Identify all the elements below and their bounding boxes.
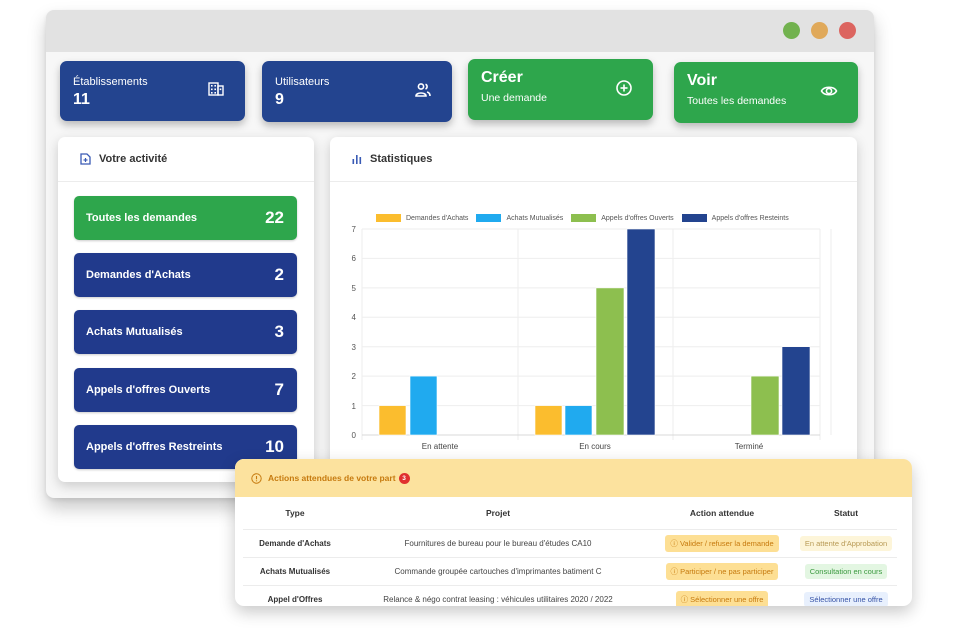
cell-statut: Sélectionner une offre xyxy=(795,584,897,606)
activity-item-toutes[interactable]: Toutes les demandes 22 xyxy=(74,196,297,240)
creer-demande-button[interactable]: Créer Une demande xyxy=(468,59,653,120)
creer-title: Créer xyxy=(481,69,523,86)
building-icon xyxy=(208,82,224,96)
plus-circle-icon xyxy=(616,80,632,96)
status-badge: Consultation en cours xyxy=(804,563,888,579)
status-badge: En attente d'Approbation xyxy=(799,535,893,551)
col-header-projet: Projet xyxy=(485,507,511,518)
utilisateurs-value: 9 xyxy=(275,91,284,108)
legend-item[interactable]: Achats Mutualisés xyxy=(476,214,563,222)
cell-projet[interactable]: Relance & négo contrat leasing : véhicul… xyxy=(347,584,649,606)
actions-title: Actions attendues de votre part xyxy=(268,473,396,483)
status-badge: Sélectionner une offre xyxy=(804,591,888,606)
cell-projet[interactable]: Commande groupée cartouches d'imprimante… xyxy=(347,556,649,585)
activity-item-label: Appels d'offres Ouverts xyxy=(86,384,211,396)
activity-item-label: Appels d'offres Restreints xyxy=(86,441,223,453)
activity-item-count: 7 xyxy=(274,380,284,399)
utilisateurs-card[interactable]: Utilisateurs 9 xyxy=(262,61,452,122)
voir-demandes-button[interactable]: Voir Toutes les demandes xyxy=(674,62,858,123)
x-label-en-cours: En cours xyxy=(579,442,611,451)
etablissements-value: 11 xyxy=(73,91,90,108)
table-row[interactable]: Achats Mutualisés Commande groupée carto… xyxy=(243,556,897,585)
actions-header: Actions attendues de votre part 3 xyxy=(235,459,912,497)
legend-item[interactable]: Appels d'offres Resteints xyxy=(681,214,789,222)
activity-item-label: Demandes d'Achats xyxy=(86,269,191,281)
table-row[interactable]: Demande d'Achats Fournitures de bureau p… xyxy=(243,528,897,557)
statistics-header: Statistiques xyxy=(330,137,857,182)
cell-action: ⓘ Valider / refuser la demande xyxy=(649,528,795,557)
cell-type: Appel d'Offres xyxy=(243,584,347,606)
cell-statut: Consultation en cours xyxy=(795,556,897,585)
activity-item-label: Achats Mutualisés xyxy=(86,326,183,338)
svg-text:7: 7 xyxy=(352,225,357,234)
statistics-panel: Statistiques Demandes d'Achats Achats Mu… xyxy=(330,137,857,467)
activity-item-count: 22 xyxy=(265,208,284,227)
activity-item-count: 2 xyxy=(274,265,284,284)
col-header-action: Action attendue xyxy=(689,507,755,518)
creer-subtitle: Une demande xyxy=(481,92,547,104)
activity-title: Votre activité xyxy=(99,153,168,165)
alert-circle-icon xyxy=(251,472,262,484)
voir-title: Voir xyxy=(687,72,717,89)
svg-text:6: 6 xyxy=(352,254,357,263)
svg-text:4: 4 xyxy=(352,313,357,322)
etablissements-label: Établissements xyxy=(73,76,148,88)
cell-action: ⓘ Sélectionner une offre xyxy=(649,584,795,606)
col-header-type: Type xyxy=(285,507,305,518)
legend-item[interactable]: Appels d'offres Ouverts xyxy=(571,214,674,222)
action-button[interactable]: ⓘ Sélectionner une offre xyxy=(675,590,769,606)
activity-item-appels-restreints[interactable]: Appels d'offres Restreints 10 xyxy=(74,425,297,469)
etablissements-card[interactable]: Établissements 11 xyxy=(60,61,245,121)
x-label-termine: Terminé xyxy=(735,442,764,451)
minimize-button[interactable] xyxy=(811,22,828,39)
bar-chart: 7 6 5 4 3 2 1 0 En attente En cours Terminé xyxy=(352,225,832,451)
maximize-button[interactable] xyxy=(783,22,800,39)
cell-type: Achats Mutualisés xyxy=(243,556,347,585)
actions-count-badge: 3 xyxy=(398,472,410,484)
eye-icon xyxy=(820,86,838,96)
window-controls xyxy=(783,22,856,39)
activity-item-count: 3 xyxy=(274,322,284,341)
activity-item-achats-mutualises[interactable]: Achats Mutualisés 3 xyxy=(74,310,297,354)
svg-text:2: 2 xyxy=(352,372,357,381)
svg-text:1: 1 xyxy=(352,402,357,411)
svg-text:3: 3 xyxy=(352,343,357,352)
chart-legend: Demandes d'Achats Achats Mutualisés Appe… xyxy=(376,214,797,222)
voir-subtitle: Toutes les demandes xyxy=(687,95,787,107)
close-button[interactable] xyxy=(839,22,856,39)
svg-text:5: 5 xyxy=(352,284,357,293)
users-icon xyxy=(415,83,431,97)
cell-type: Demande d'Achats xyxy=(243,528,347,557)
activity-header: Votre activité xyxy=(58,137,314,182)
activity-item-label: Toutes les demandes xyxy=(86,212,198,224)
title-bar xyxy=(46,10,874,52)
action-button[interactable]: ⓘ Participer / ne pas participer xyxy=(665,562,779,580)
x-label-en-attente: En attente xyxy=(422,442,459,451)
utilisateurs-label: Utilisateurs xyxy=(275,76,330,88)
cell-statut: En attente d'Approbation xyxy=(795,528,897,557)
legend-item[interactable]: Demandes d'Achats xyxy=(376,214,468,222)
col-header-statut: Statut xyxy=(833,507,859,518)
table-row[interactable]: Appel d'Offres Relance & négo contrat le… xyxy=(243,584,897,606)
actions-table: Type Projet Action attendue Statut Deman… xyxy=(243,497,897,606)
action-button[interactable]: ⓘ Valider / refuser la demande xyxy=(665,534,779,552)
activity-item-appels-ouverts[interactable]: Appels d'offres Ouverts 7 xyxy=(74,368,297,412)
file-plus-icon xyxy=(80,153,91,165)
bar-chart-icon xyxy=(352,155,362,164)
svg-text:0: 0 xyxy=(352,431,357,440)
activity-item-demandes-achats[interactable]: Demandes d'Achats 2 xyxy=(74,253,297,297)
cell-action: ⓘ Participer / ne pas participer xyxy=(649,556,795,585)
activity-panel: Votre activité Toutes les demandes 22 De… xyxy=(58,137,314,482)
cell-projet[interactable]: Fournitures de bureau pour le bureau d'é… xyxy=(347,528,649,557)
statistics-title: Statistiques xyxy=(370,153,433,165)
actions-panel: Actions attendues de votre part 3 Type P… xyxy=(235,459,912,606)
activity-item-count: 10 xyxy=(265,437,284,456)
